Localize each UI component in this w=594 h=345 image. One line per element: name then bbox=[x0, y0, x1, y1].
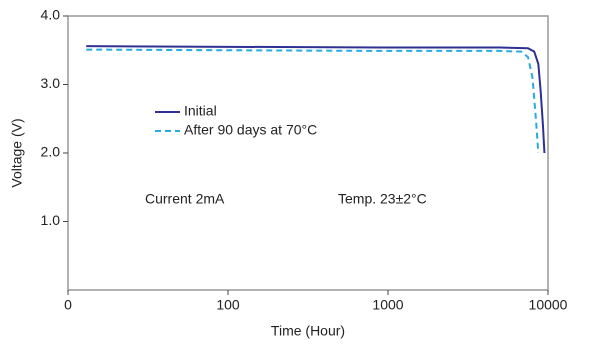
x-tick-label: 1000 bbox=[372, 297, 403, 313]
y-tick-label: 1.0 bbox=[41, 212, 61, 228]
x-tick-label: 0 bbox=[64, 297, 72, 313]
x-axis-label: Time (Hour) bbox=[271, 323, 345, 339]
y-tick-label: 4.0 bbox=[41, 7, 61, 23]
x-tick-label: 100 bbox=[216, 297, 240, 313]
y-tick-label: 3.0 bbox=[41, 75, 61, 91]
series-line bbox=[86, 48, 540, 154]
legend-label: After 90 days at 70°C bbox=[184, 122, 317, 138]
x-tick-label: 10000 bbox=[529, 297, 568, 313]
annotation: Current 2mA bbox=[145, 191, 225, 207]
annotation: Temp. 23±2°C bbox=[338, 191, 427, 207]
plot-frame bbox=[67, 15, 549, 291]
series-line bbox=[86, 45, 546, 154]
legend-label: Initial bbox=[184, 103, 217, 119]
y-tick-label: 2.0 bbox=[41, 144, 61, 160]
y-axis-label: Voltage (V) bbox=[9, 118, 25, 187]
